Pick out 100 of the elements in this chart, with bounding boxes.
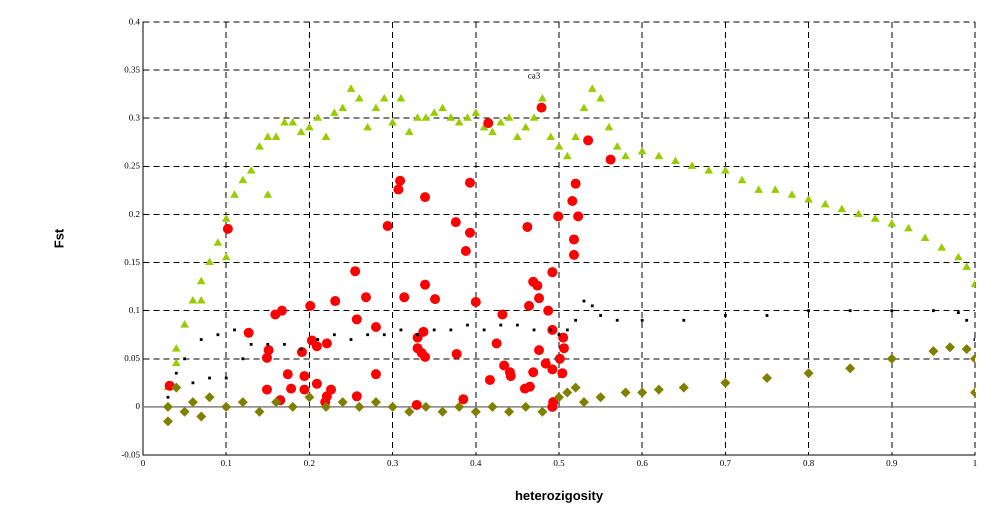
point bbox=[238, 397, 248, 408]
point bbox=[928, 346, 938, 356]
y-tick-label: 0.3 bbox=[128, 112, 140, 123]
x-tick-label: 0.6 bbox=[636, 458, 648, 468]
point bbox=[590, 304, 594, 308]
point bbox=[582, 300, 586, 302]
point bbox=[241, 357, 244, 360]
point bbox=[654, 384, 664, 395]
point bbox=[516, 324, 519, 327]
point bbox=[224, 376, 228, 380]
point bbox=[487, 402, 498, 412]
y-tick-label: 0.05 bbox=[124, 353, 140, 364]
x-tick-label: 1 bbox=[972, 458, 978, 468]
point bbox=[562, 387, 572, 398]
point bbox=[338, 397, 348, 408]
y-tick-label: 0.25 bbox=[124, 160, 140, 171]
point bbox=[504, 406, 514, 417]
point bbox=[520, 402, 531, 412]
point bbox=[532, 328, 536, 332]
x-tick-label: 0.3 bbox=[386, 458, 399, 468]
point bbox=[166, 396, 170, 399]
point bbox=[499, 324, 502, 327]
point bbox=[416, 333, 419, 336]
point bbox=[370, 397, 381, 408]
point bbox=[620, 387, 631, 398]
point bbox=[566, 328, 569, 332]
point bbox=[804, 368, 814, 378]
point bbox=[404, 406, 414, 417]
point bbox=[720, 378, 730, 388]
point bbox=[266, 342, 270, 346]
point bbox=[432, 328, 436, 332]
point bbox=[420, 402, 431, 412]
point bbox=[216, 333, 220, 336]
point bbox=[482, 328, 486, 332]
point bbox=[554, 392, 564, 402]
point bbox=[599, 314, 602, 317]
point bbox=[171, 382, 182, 393]
point bbox=[956, 311, 960, 314]
x-tick-label: 0.9 bbox=[886, 458, 898, 468]
point bbox=[570, 382, 581, 393]
point bbox=[578, 397, 589, 408]
point bbox=[271, 397, 282, 408]
point bbox=[766, 314, 768, 317]
point bbox=[438, 406, 448, 417]
point bbox=[932, 309, 935, 312]
point bbox=[596, 392, 606, 402]
point bbox=[637, 387, 648, 398]
point bbox=[845, 363, 856, 374]
point bbox=[208, 376, 211, 380]
point bbox=[180, 406, 190, 417]
x-tick-label: 0.5 bbox=[553, 458, 566, 468]
point bbox=[162, 402, 173, 412]
point bbox=[388, 402, 398, 412]
point bbox=[354, 402, 364, 412]
point bbox=[678, 382, 689, 393]
annotation: ca3 bbox=[528, 70, 541, 80]
y-tick-label: 0.1 bbox=[128, 305, 140, 316]
point bbox=[254, 406, 264, 417]
y-tick-label: 0.35 bbox=[124, 64, 140, 74]
point bbox=[283, 342, 286, 346]
point bbox=[574, 318, 578, 322]
x-tick-label: 0.8 bbox=[802, 458, 815, 468]
x-tick-label: 0.4 bbox=[470, 458, 482, 468]
point bbox=[162, 416, 173, 426]
y-tick-label: 0.4 bbox=[128, 16, 140, 26]
y-tick-label: 0.2 bbox=[128, 208, 140, 219]
point bbox=[332, 333, 336, 336]
point bbox=[204, 392, 215, 402]
point bbox=[449, 328, 452, 332]
point bbox=[233, 328, 236, 332]
x-tick-label: 0.7 bbox=[720, 458, 732, 468]
point bbox=[221, 402, 232, 412]
point bbox=[350, 338, 352, 341]
point bbox=[192, 381, 194, 384]
point bbox=[470, 406, 481, 417]
point bbox=[188, 397, 198, 408]
y-tick-label: 0 bbox=[136, 401, 140, 412]
point bbox=[288, 402, 298, 412]
point bbox=[807, 309, 810, 312]
y-tick-label: 0.15 bbox=[124, 256, 140, 267]
point bbox=[962, 344, 972, 354]
point bbox=[945, 342, 956, 352]
x-axis-title: heterozigosity bbox=[514, 488, 604, 503]
point bbox=[196, 412, 206, 422]
x-tick-label: 0.2 bbox=[304, 458, 316, 468]
point bbox=[250, 342, 253, 346]
point bbox=[183, 357, 186, 360]
point bbox=[558, 333, 560, 336]
y-axis-title: Fst bbox=[51, 228, 66, 248]
x-tick-label: 0.1 bbox=[220, 458, 232, 468]
point bbox=[200, 338, 203, 341]
point bbox=[316, 338, 320, 341]
point bbox=[466, 324, 469, 327]
point bbox=[400, 328, 402, 332]
point bbox=[300, 348, 302, 351]
point bbox=[537, 406, 548, 417]
point bbox=[886, 354, 897, 364]
point bbox=[366, 333, 370, 336]
point bbox=[762, 373, 772, 384]
y-tick-label: -0.05 bbox=[121, 449, 140, 460]
